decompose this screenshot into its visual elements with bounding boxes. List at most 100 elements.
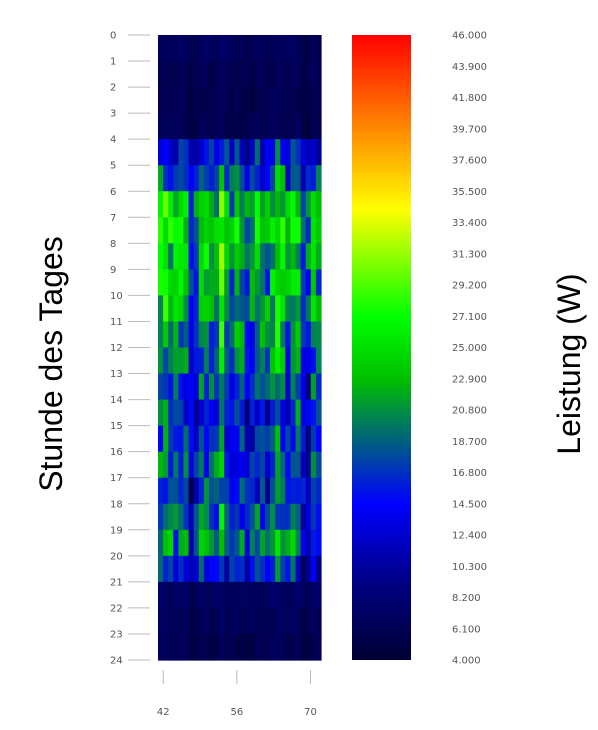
heatmap-cell [219,347,225,375]
heatmap-cell [214,269,220,297]
x-axis-ticks: 42 56 70 [157,670,317,718]
heatmap-cell [229,61,235,88]
heatmap-cell [183,581,190,609]
heatmap-cell [234,321,241,349]
colorbar-tick-label: 29.200 [452,281,487,292]
heatmap-cell [188,425,195,453]
heatmap-cell [208,399,215,427]
heatmap-cell [158,295,164,323]
heatmap-cell [264,217,271,244]
heatmap-cell [300,269,307,297]
heatmap-cell [290,425,297,453]
heatmap-cell [229,373,235,401]
heatmap-cell [193,399,200,427]
heatmap-cell [295,399,302,427]
y-tick-label: 8 [110,239,116,250]
heatmap-cell [234,269,241,297]
heatmap-cell [239,61,246,88]
heatmap-cell [229,139,235,166]
heatmap-cell [234,529,241,557]
heatmap-cell [275,425,281,453]
heatmap-cell [285,217,292,244]
heatmap-cell [183,295,190,323]
heatmap-cell [254,139,261,166]
heatmap-cell [254,217,261,244]
heatmap-cell [224,477,230,505]
heatmap-cell [229,217,235,244]
heatmap-cell [270,321,276,349]
heatmap-cell [275,347,281,375]
heatmap-cell [254,269,261,297]
heatmap-cell [249,633,256,661]
heatmap-cell [198,347,205,375]
heatmap-cell [315,191,322,218]
heatmap-cell [214,477,220,505]
heatmap-cell [315,347,322,375]
heatmap-cell [315,607,322,635]
heatmap-cell [224,373,230,401]
heatmap-cell [183,607,190,635]
heatmap-cell [163,191,169,218]
heatmap-cell [229,529,235,557]
heatmap-cell [280,87,286,114]
heatmap-cell [208,35,215,62]
colorbar-tick-label: 18.700 [452,437,487,448]
heatmap-cell [224,399,230,427]
heatmap-cell [315,529,322,557]
heatmap-cell [305,35,312,62]
heatmap-cell [310,503,317,531]
heatmap-cell [280,555,286,583]
heatmap-cell [198,555,205,583]
heatmap-cell [224,451,230,479]
heatmap-cell [198,269,205,297]
heatmap-cell [270,451,276,479]
heatmap-cell [163,451,169,479]
heatmap-cell [178,321,185,349]
heatmap-cell [254,87,261,114]
heatmap-cell [193,243,200,270]
heatmap-cell [290,347,297,375]
heatmap-cell [193,347,200,375]
heatmap-cell [214,529,220,557]
heatmap-cell [214,191,220,218]
heatmap-cell [280,347,286,375]
heatmap-cell [254,35,261,62]
heatmap-cell [249,425,256,453]
heatmap-cell [183,35,190,62]
heatmap-cell [214,347,220,375]
heatmap-cell [249,139,256,166]
heatmap-cell [229,191,235,218]
heatmap-cell [208,503,215,531]
heatmap-cell [310,607,317,635]
heatmap-cell [224,217,230,244]
heatmap-cell [264,269,271,297]
heatmap-cell [264,503,271,531]
heatmap-cell [168,61,174,88]
heatmap-cell [244,35,251,62]
heatmap-cell [178,61,185,88]
heatmap-cell [229,451,235,479]
heatmap-cell [219,529,225,557]
heatmap-cell [295,503,302,531]
heatmap-cell [193,165,200,192]
heatmap-cell [198,87,205,114]
heatmap-cell [244,191,251,218]
heatmap-cell [229,347,235,375]
heatmap-cell [239,35,246,62]
heatmap-cell [229,425,235,453]
heatmap-cell [219,295,225,323]
heatmap-cell [290,503,297,531]
heatmap-cell [183,399,190,427]
colorbar-tick-label: 27.100 [452,312,487,323]
heatmap-cell [295,321,302,349]
heatmap-cell [158,607,164,635]
heatmap-cell [229,165,235,192]
heatmap-cell [264,529,271,557]
heatmap-cell [259,503,266,531]
heatmap-cell [203,607,210,635]
heatmap-cell [158,529,164,557]
heatmap-cell [244,321,251,349]
heatmap-cell [183,269,190,297]
heatmap-cell [310,347,317,375]
heatmap-cell [214,295,220,323]
